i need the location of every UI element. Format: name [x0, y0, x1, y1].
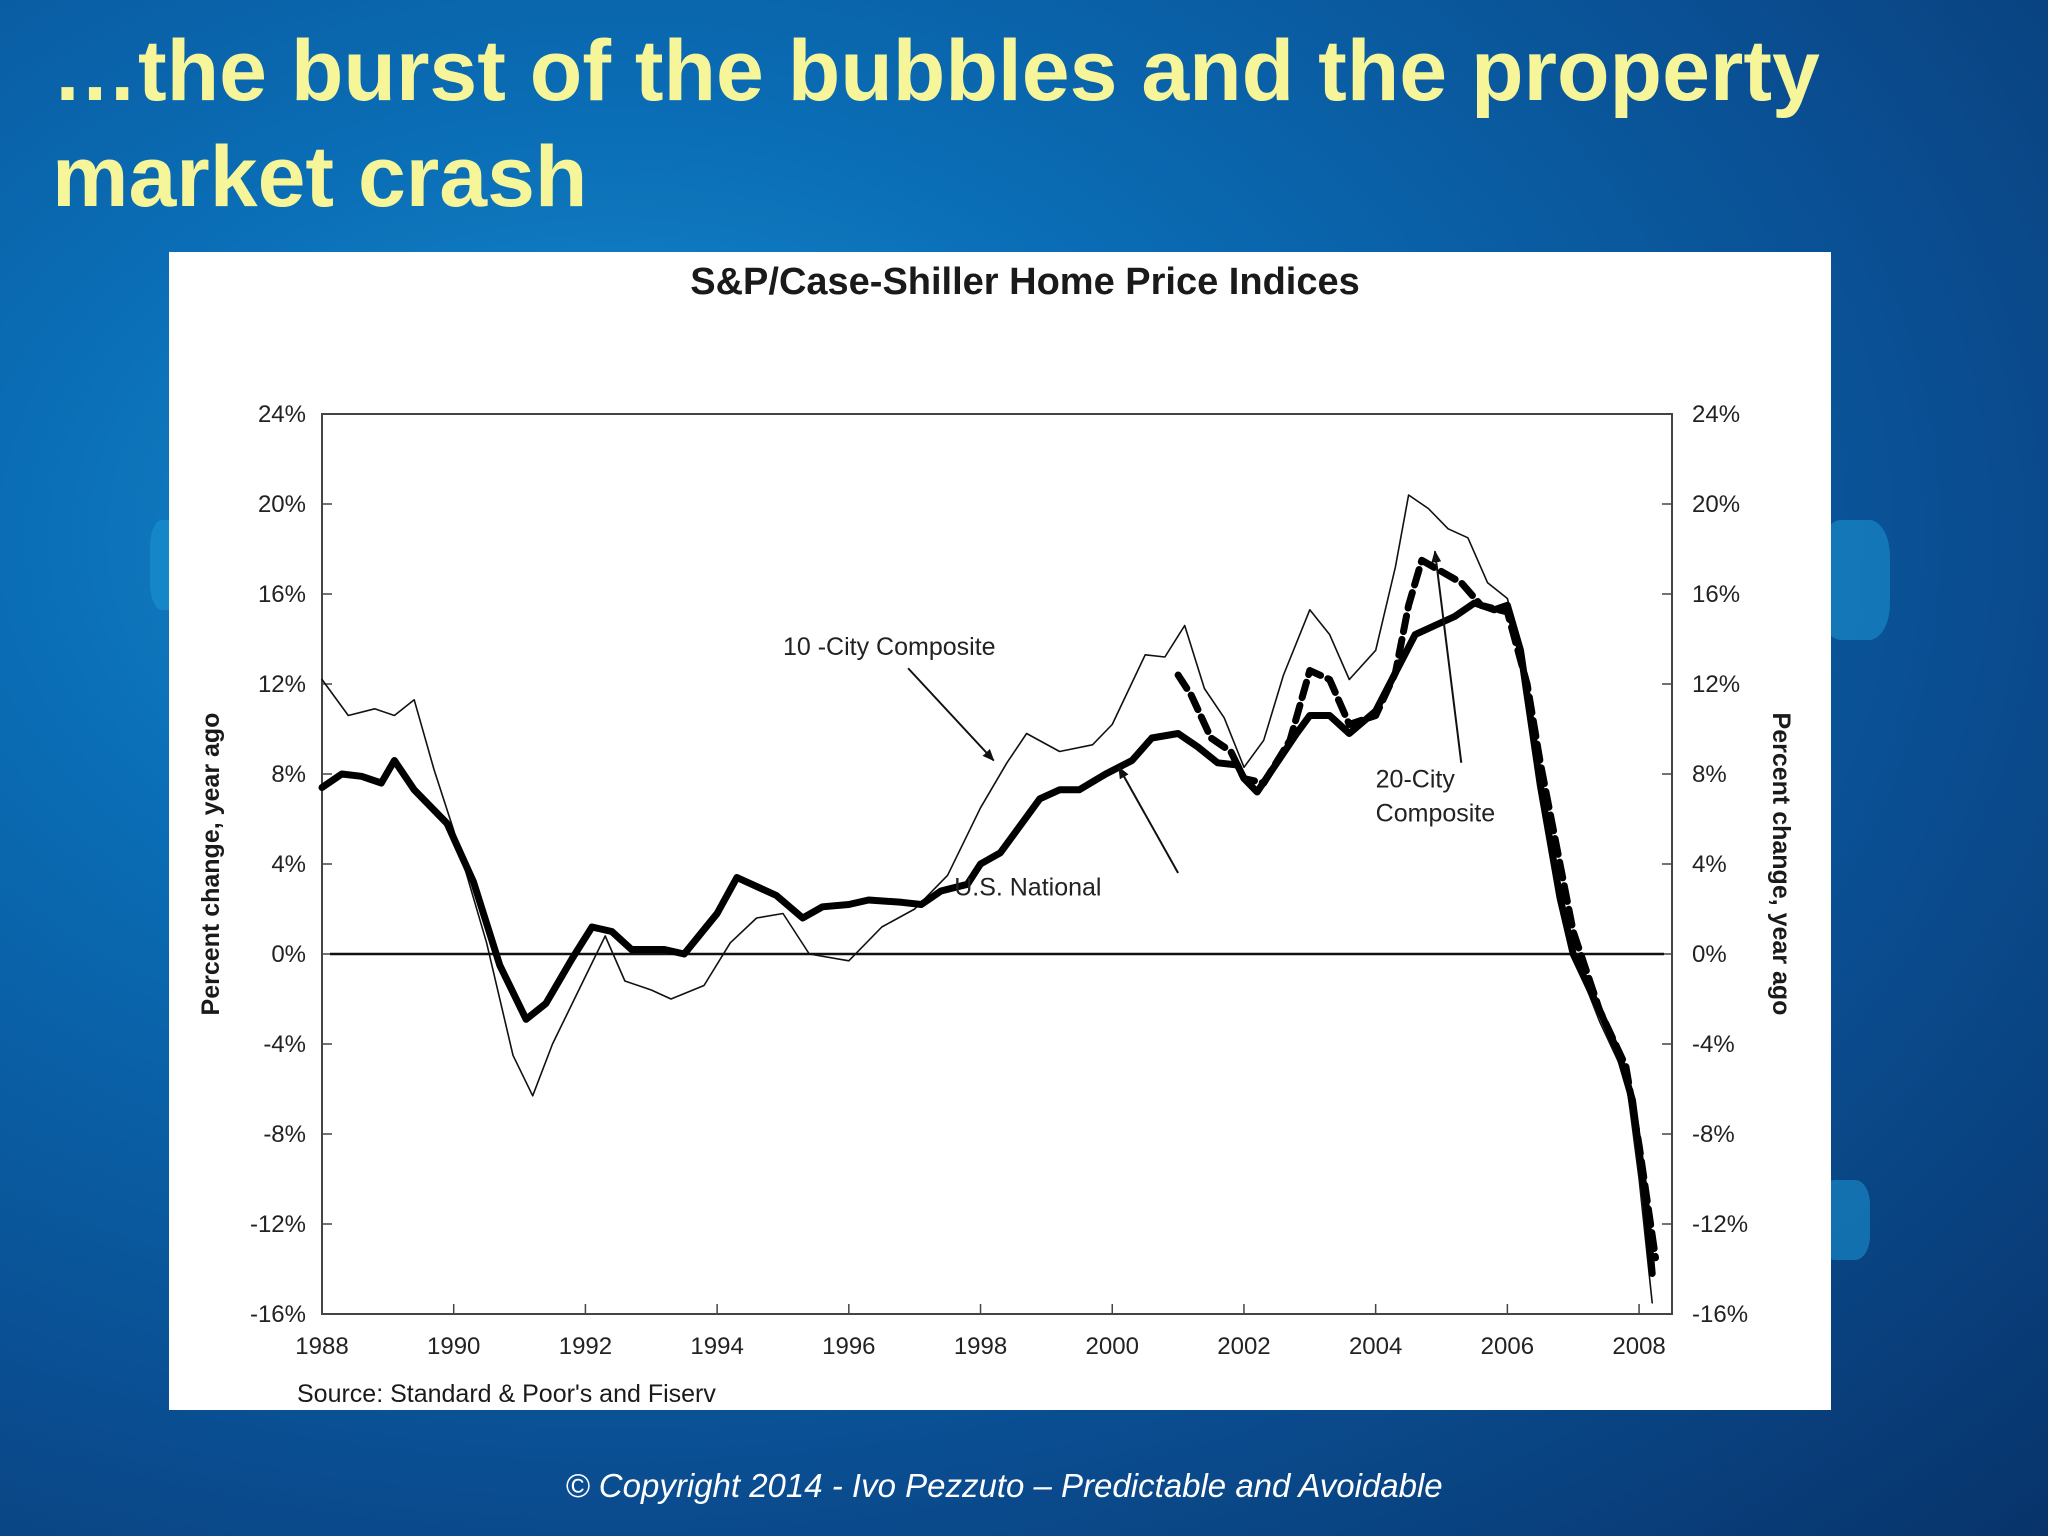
y-axis-label-right: Percent change, year ago — [1767, 713, 1795, 1016]
y-tick-label-right: 24% — [1692, 401, 1740, 428]
series-line-dashed — [1174, 556, 1659, 1262]
y-tick-label: -16% — [250, 1301, 306, 1328]
x-tick-label: 2008 — [1612, 1333, 1665, 1360]
chart-panel: S&P/Case-Shiller Home Price Indices 24% 2… — [169, 252, 1831, 1410]
annotation-label: 20-City Composite — [1376, 766, 1496, 828]
y-tick-label-right: 20% — [1692, 491, 1740, 518]
y-tick-label: 4% — [271, 851, 306, 878]
x-tick-label: 2002 — [1217, 1333, 1270, 1360]
y-tick-label: 8% — [271, 761, 306, 788]
y-tick-label: 16% — [258, 581, 306, 608]
y-tick-label: 20% — [258, 491, 306, 518]
y-tick-label: -4% — [263, 1031, 306, 1058]
annotation-layer: 10 -City Composite U.S. National 20-City Co… — [783, 550, 1496, 902]
annotation-arrow — [1117, 766, 1179, 874]
y-tick-label-right: 0% — [1692, 941, 1727, 968]
slide-title: …the burst of the bubbles and the proper… — [52, 23, 1820, 225]
x-tick-label: 1994 — [690, 1333, 743, 1360]
y-tick-label: 0% — [271, 941, 306, 968]
chart-title: S&P/Case-Shiller Home Price Indices — [690, 261, 1360, 303]
chart: S&P/Case-Shiller Home Price Indices 24%2… — [197, 261, 1795, 1408]
copyright-footer: © Copyright 2014 - Ivo Pezzuto – Predict… — [565, 1467, 1443, 1504]
x-tick-label: 1988 — [295, 1333, 348, 1360]
annotation-label: 10 -City Composite — [783, 633, 996, 661]
series-line-thick — [318, 599, 1656, 1277]
x-tick-label: 2000 — [1086, 1333, 1139, 1360]
x-tick-label: 2004 — [1349, 1333, 1402, 1360]
y-tick-label-right: -16% — [1692, 1301, 1748, 1328]
annotation-arrow — [1431, 550, 1463, 763]
x-axis: 1988 1990 1992 1994 1996 1998 2000 2002 2004 2006… — [295, 1304, 1666, 1360]
y-tick-label: 12% — [258, 671, 306, 698]
y-tick-label-right: 16% — [1692, 581, 1740, 608]
x-tick-label: 2006 — [1481, 1333, 1534, 1360]
map-shape-right — [1820, 520, 1890, 640]
y-tick-label: -8% — [263, 1121, 306, 1148]
annotation-arrow — [907, 667, 995, 762]
y-tick-label-right: -8% — [1692, 1121, 1735, 1148]
y-tick-label-right: -12% — [1692, 1211, 1748, 1238]
y-tick-label-right: 4% — [1692, 851, 1727, 878]
x-tick-label: 1998 — [954, 1333, 1007, 1360]
x-tick-label: 1992 — [559, 1333, 612, 1360]
series-layer — [318, 494, 1659, 1304]
plot-frame — [321, 413, 1673, 1315]
annotation-label: U.S. National — [954, 874, 1101, 902]
y-tick-label-right: 12% — [1692, 671, 1740, 698]
y-tick-label: 24% — [258, 401, 306, 428]
y-axis-left: 24% 20% 16% 12% 8% 4% 0% -4% -8% -12% -16% — [250, 401, 332, 1328]
source-note: Source: Standard & Poor's and Fiserv — [297, 1380, 716, 1408]
y-axis-right: 24% 20% 16% 12% 8% 4% 0% -4% -8% -12% -16% — [1662, 401, 1748, 1328]
y-tick-label-right: 8% — [1692, 761, 1727, 788]
x-tick-label: 1990 — [427, 1333, 480, 1360]
y-axis-label-left: Percent change, year ago — [197, 713, 225, 1016]
y-tick-label-right: -4% — [1692, 1031, 1735, 1058]
y-tick-label: -12% — [250, 1211, 306, 1238]
x-tick-label: 1996 — [822, 1333, 875, 1360]
series-line-thin — [321, 494, 1653, 1304]
